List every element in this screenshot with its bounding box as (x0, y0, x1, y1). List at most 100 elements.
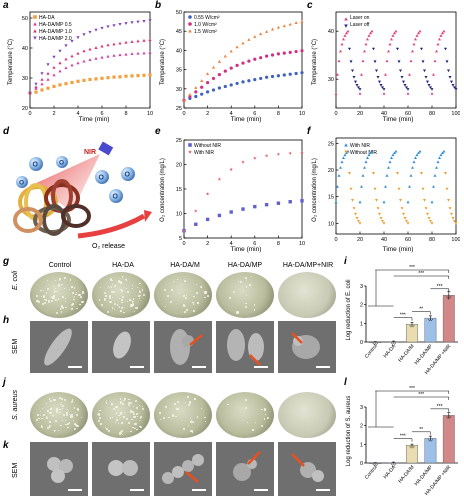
bacterial-colony (71, 413, 73, 416)
chart-b-point-0 (206, 90, 210, 94)
bacterial-colony (109, 417, 112, 419)
chart-a-xtick-label: 0 (28, 111, 31, 117)
bacterial-colony (114, 284, 117, 287)
chart-c-off-point (378, 80, 381, 84)
chart-b-point-0 (241, 80, 245, 84)
bacterial-colony (73, 420, 75, 422)
bacterial-colony (133, 416, 136, 419)
bacterium-coccus-icon (233, 463, 251, 481)
bacterium-coccus-icon (162, 472, 174, 484)
chart-e-legend-marker-1 (188, 150, 192, 154)
o2-bubble-icon (121, 167, 135, 181)
bacterial-colony (131, 418, 133, 421)
bacterial-colony (229, 297, 231, 299)
chart-c-on-point (358, 92, 362, 95)
chart-a-legend-marker-3 (33, 36, 37, 40)
scale-bar (254, 489, 268, 491)
chart-a-xtick-label: 2 (52, 111, 55, 117)
chart-b-ytick-label: 45 (176, 29, 182, 35)
chart-a-point-0 (112, 75, 116, 79)
chart-e-point-0 (217, 213, 222, 218)
chart-c-legend-1: Laser off (350, 22, 370, 28)
chart-f-on-point (391, 153, 395, 157)
chart-c-frame (335, 11, 457, 109)
chart-f-legend-marker-0 (344, 143, 348, 147)
bacterial-colony (250, 276, 252, 278)
chart-c-off-point (354, 80, 357, 84)
bacterial-colony (56, 311, 59, 314)
sem-ecoli-ha-da-mp-nir (278, 321, 336, 373)
sem-ecoli-ha-da-mp (216, 321, 274, 373)
bacterial-colony (129, 298, 132, 301)
bacterial-colony (99, 417, 101, 420)
chart-b-point-1 (241, 61, 245, 65)
chart-a-point-0 (130, 74, 134, 78)
chart-f-xtick-label: 0 (334, 237, 337, 243)
chart-b-point-1 (194, 90, 198, 94)
chart-f-off-point (352, 207, 356, 210)
chart-i-category-label: Control (364, 343, 379, 359)
chart-c-on-point (387, 49, 390, 53)
chart-c-legend-marker-0 (344, 17, 348, 21)
scale-bar (68, 489, 82, 491)
chart-a-point-3 (82, 33, 86, 37)
bacterial-colony (186, 396, 188, 398)
bacterial-colony (126, 279, 128, 281)
bacterial-colony (41, 407, 44, 410)
bacterial-colony (135, 400, 138, 403)
chart-l-datapoint (429, 439, 431, 441)
chart-b-legend-0: 0.55 W/cm² (194, 15, 220, 21)
chart-b-ytick-label: 40 (176, 48, 182, 54)
o2-bubble-icon (56, 156, 68, 168)
chart-f-on-point (430, 200, 434, 204)
chart-f-on-point (364, 160, 368, 164)
chart-f-on-point (388, 160, 392, 164)
chart-e-point-1 (288, 151, 292, 155)
col-title-ha-da-m: HA-DA/M (170, 262, 200, 269)
bacterium-coccus-icon (47, 457, 61, 471)
chart-e-xtick-label: 0 (182, 241, 185, 247)
chart-b-point-2 (282, 24, 286, 28)
chart-c-on-point (417, 31, 420, 35)
chart-c-off-point (454, 88, 458, 91)
chart-a-point-3 (70, 39, 74, 43)
bacterial-colony (141, 289, 144, 291)
bacterial-colony (127, 291, 129, 293)
chart-f-on-point (336, 185, 339, 188)
bacterial-colony (71, 399, 74, 401)
bacterial-colony (184, 401, 187, 404)
bacterial-colony (165, 305, 167, 307)
chart-e-legend-marker-0 (188, 143, 192, 147)
bacterial-colony (38, 417, 40, 419)
chart-b-point-1 (265, 54, 269, 58)
bacterial-colony (61, 408, 63, 410)
bacterial-colony (60, 403, 62, 405)
bacterial-colony (35, 418, 38, 421)
o2-release-arrowhead (144, 210, 152, 222)
chart-i-category-label: HA-DA/M (397, 343, 415, 363)
chart-f-o2-cycles: O₂ concentration (mg/L) Time (min) With … (312, 137, 460, 253)
bacterial-colony (60, 401, 63, 403)
bacterial-colony (67, 411, 69, 413)
chart-c-off-point (447, 69, 450, 73)
chart-c-off-point (400, 75, 404, 79)
chart-c-on-point (385, 59, 389, 63)
bacterial-colony (159, 412, 161, 414)
bacterial-colony (100, 423, 103, 426)
bacterial-colony (172, 414, 175, 417)
chart-f-on-point (361, 174, 365, 177)
chart-a-point-2 (70, 54, 74, 58)
bacterial-colony (59, 411, 61, 414)
chart-i-bar (442, 295, 455, 343)
chart-a-point-2 (76, 51, 80, 55)
chart-a-point-0 (124, 74, 128, 78)
chart-f-off-point (379, 217, 383, 220)
bacterial-colony (254, 309, 256, 311)
panel-label-b: b (155, 0, 162, 11)
bacterial-colony (236, 311, 239, 314)
bacterium-rod-icon (44, 328, 72, 366)
chart-a-point-3 (118, 23, 122, 26)
bacterial-colony (187, 404, 190, 407)
o2-bubble-icon (95, 170, 109, 184)
chart-c-off-point (405, 86, 408, 90)
